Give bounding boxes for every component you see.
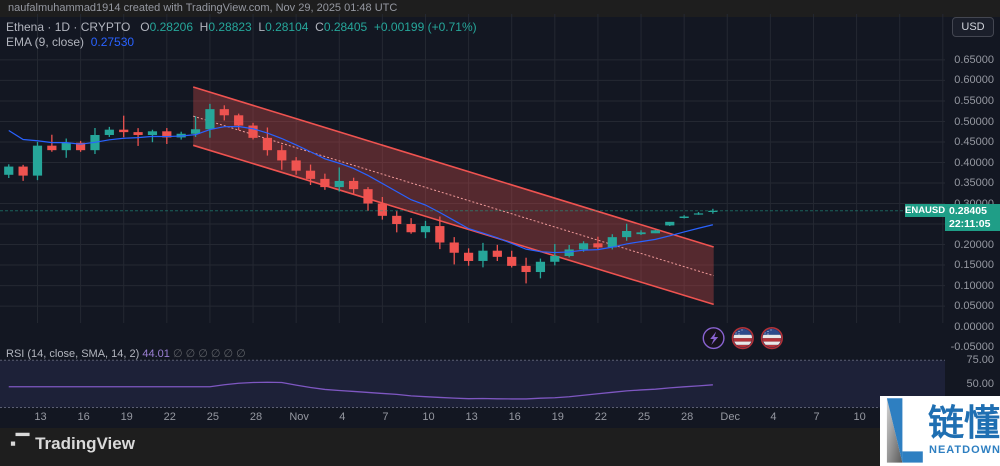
svg-text:链懂: 链懂: [928, 402, 1000, 443]
svg-text:NEATDOWN.COM: NEATDOWN.COM: [929, 444, 1000, 456]
